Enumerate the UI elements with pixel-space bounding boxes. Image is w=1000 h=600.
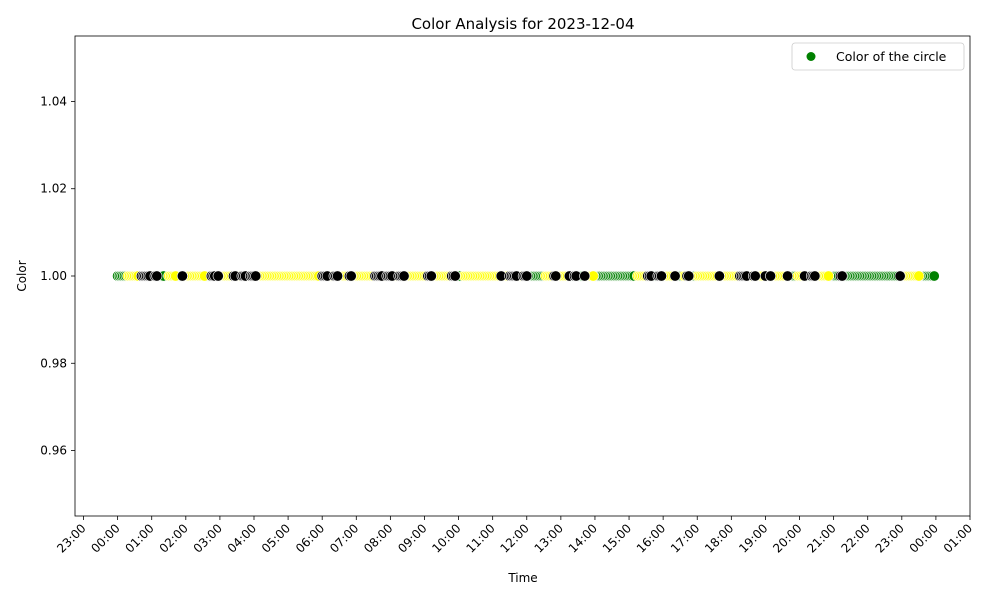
data-point-black <box>550 270 562 282</box>
x-tick-label: 17:00 <box>668 521 702 555</box>
data-point-black <box>250 270 262 282</box>
x-tick-label: 11:00 <box>463 521 497 555</box>
y-tick-label: 1.04 <box>40 94 67 108</box>
data-points <box>112 270 940 282</box>
legend-label: Color of the circle <box>836 49 947 64</box>
data-point-black <box>836 270 848 282</box>
x-tick-label: 15:00 <box>600 521 634 555</box>
x-tick-label: 18:00 <box>702 521 736 555</box>
data-point-black <box>345 270 357 282</box>
x-tick-label: 09:00 <box>395 521 429 555</box>
x-tick-label: 06:00 <box>293 521 327 555</box>
data-point-black <box>176 270 188 282</box>
data-point-green <box>928 270 940 282</box>
y-tick-label: 0.96 <box>40 444 67 458</box>
x-tick-label: 21:00 <box>804 521 838 555</box>
x-tick-label: 12:00 <box>498 521 532 555</box>
data-point-black <box>212 270 224 282</box>
x-tick-label: 14:00 <box>566 521 600 555</box>
data-point-black <box>683 270 695 282</box>
data-point-black <box>809 270 821 282</box>
legend: Color of the circle <box>791 42 965 71</box>
x-tick-label: 05:00 <box>259 521 293 555</box>
data-point-black <box>894 270 906 282</box>
data-point-black <box>151 270 163 282</box>
x-axis-label: Time <box>507 571 537 585</box>
x-tick-label: 16:00 <box>634 521 668 555</box>
x-tick-label: 23:00 <box>54 521 88 555</box>
x-tick-label: 01:00 <box>941 521 975 555</box>
data-point-black <box>579 270 591 282</box>
data-point-yellow <box>823 270 835 282</box>
x-tick-label: 07:00 <box>327 521 361 555</box>
x-tick-label: 10:00 <box>429 521 463 555</box>
x-tick-label: 00:00 <box>88 521 122 555</box>
x-tick-label: 23:00 <box>873 521 907 555</box>
data-point-black <box>655 270 667 282</box>
data-point-yellow <box>913 270 925 282</box>
legend-box <box>791 42 965 71</box>
x-tick-label: 04:00 <box>225 521 259 555</box>
x-tick-label: 22:00 <box>838 521 872 555</box>
y-tick-label: 1.02 <box>40 182 67 196</box>
x-tick-label: 01:00 <box>122 521 156 555</box>
x-tick-label: 00:00 <box>907 521 941 555</box>
data-point-black <box>669 270 681 282</box>
x-tick-label: 03:00 <box>191 521 225 555</box>
data-point-black <box>332 270 344 282</box>
y-axis: 0.96 0.98 1.00 1.02 1.04 <box>40 94 75 458</box>
x-tick-label: 20:00 <box>770 521 804 555</box>
legend-marker-icon <box>806 52 816 61</box>
y-axis-label: Color <box>15 260 29 291</box>
data-point-black <box>521 270 533 282</box>
x-tick-label: 02:00 <box>157 521 191 555</box>
y-tick-label: 1.00 <box>40 269 67 283</box>
data-point-black <box>449 270 461 282</box>
data-point-black <box>749 270 761 282</box>
x-tick-label: 19:00 <box>736 521 770 555</box>
x-tick-label: 13:00 <box>532 521 566 555</box>
chart-title: Color Analysis for 2023-12-04 <box>411 15 634 33</box>
y-tick-label: 0.98 <box>40 356 67 370</box>
x-tick-label: 08:00 <box>361 521 395 555</box>
x-axis: 23:00 00:00 01:00 02:00 03:00 04:00 05:00 06:00… <box>54 516 975 556</box>
data-point-black <box>398 270 410 282</box>
data-point-black <box>782 270 794 282</box>
data-point-black <box>713 270 725 282</box>
data-point-black <box>425 270 437 282</box>
data-point-black <box>765 270 777 282</box>
